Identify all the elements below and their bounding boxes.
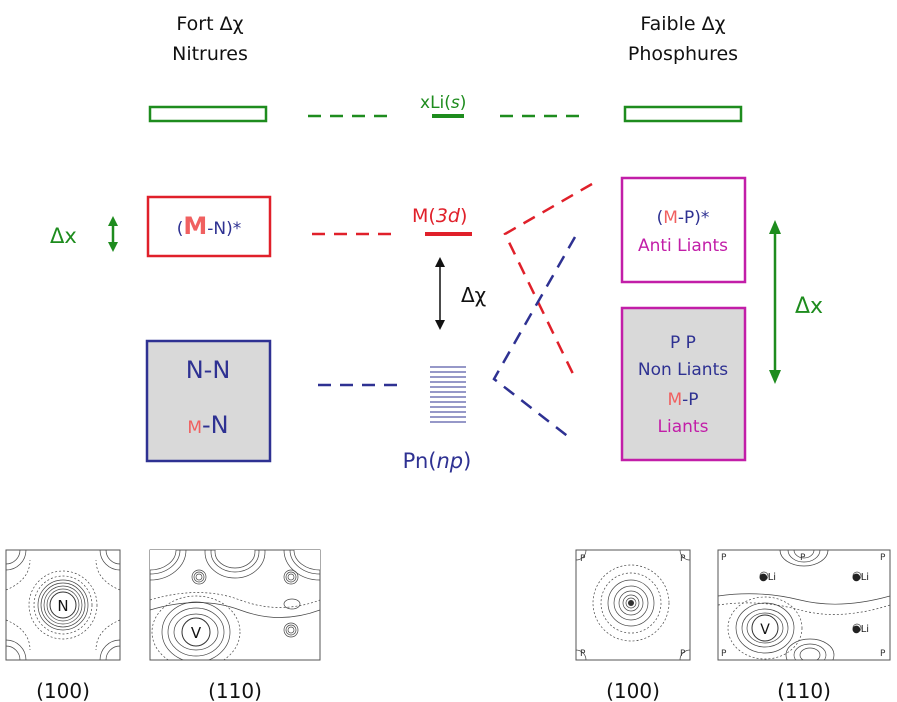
pn-correlation-line <box>492 236 577 439</box>
m3d-label: M(3d) <box>412 205 467 227</box>
li-band-right <box>623 105 743 123</box>
header-left-line2: Nitrures <box>172 43 248 65</box>
delta-chi-arrowhead-down <box>435 320 445 330</box>
map4-li-3: ●Li <box>852 624 869 635</box>
map4-p-br: P <box>880 649 886 659</box>
map3-p-br: P <box>680 649 686 659</box>
left-antibond-label: (M-N)* <box>177 212 242 240</box>
left-nn-label: N-N <box>186 356 231 384</box>
density-map-p-100: P P P P <box>575 549 691 661</box>
header-right-line2: Phosphures <box>628 43 738 65</box>
map4-li-1: ●Li <box>759 572 776 583</box>
li-label: xLi(s) <box>420 93 466 113</box>
right-anti-liants-label: Anti Liants <box>638 236 728 256</box>
map1-n-label: N <box>57 597 68 615</box>
map4-li-2: ●Li <box>852 572 869 583</box>
right-liants-label: Liants <box>658 417 709 437</box>
pn-label: Pn(np) <box>403 449 472 473</box>
caption-map1: (100) <box>36 679 90 702</box>
left-delta-x-arrowhead-up <box>108 216 118 226</box>
map4-p-top: P <box>800 553 806 563</box>
left-mn-label: M-N <box>187 411 228 439</box>
right-antibond-box <box>620 176 747 284</box>
map3-p-bl: P <box>580 649 586 659</box>
caption-map4: (110) <box>777 679 831 702</box>
header-left-line1: Fort Δχ <box>176 13 243 35</box>
right-delta-x-arrowhead-down <box>769 370 781 384</box>
left-delta-x: Δx <box>50 224 77 248</box>
li-band-left <box>148 105 268 123</box>
map3-p-tl: P <box>580 554 586 564</box>
delta-chi-arrowhead-up <box>435 257 445 267</box>
density-map-n-100: N <box>5 549 121 661</box>
caption-map3: (100) <box>606 679 660 702</box>
map4-p-tr: P <box>880 553 886 563</box>
left-delta-x-arrowhead-down <box>108 242 118 252</box>
map4-v-label: V <box>760 622 770 638</box>
right-pp-label: P P <box>670 333 696 353</box>
left-bond-box <box>145 339 272 463</box>
map2-v-label: V <box>191 624 202 642</box>
map4-p-bl: P <box>721 649 727 659</box>
left-antibond-box <box>146 195 272 258</box>
m-correlation-line <box>503 182 593 379</box>
right-mp-label: M-P <box>667 390 698 410</box>
density-map-v-110: V <box>149 549 321 661</box>
right-antibond-label: (M-P)* <box>657 208 710 228</box>
pn-levels <box>430 366 466 423</box>
delta-chi-label: Δχ <box>461 283 486 307</box>
right-non-liants-label: Non Liants <box>638 360 728 380</box>
map3-p-tr: P <box>680 554 686 564</box>
right-bond-box <box>620 306 747 462</box>
density-map-vli-110: V ●Li ●Li ●Li P P P P P <box>717 549 891 661</box>
header-right-line1: Faible Δχ <box>640 13 725 35</box>
right-delta-x-arrowhead-up <box>769 220 781 234</box>
map4-p-tl: P <box>721 553 727 563</box>
right-delta-x: Δx <box>795 294 823 319</box>
caption-map2: (110) <box>208 679 262 702</box>
